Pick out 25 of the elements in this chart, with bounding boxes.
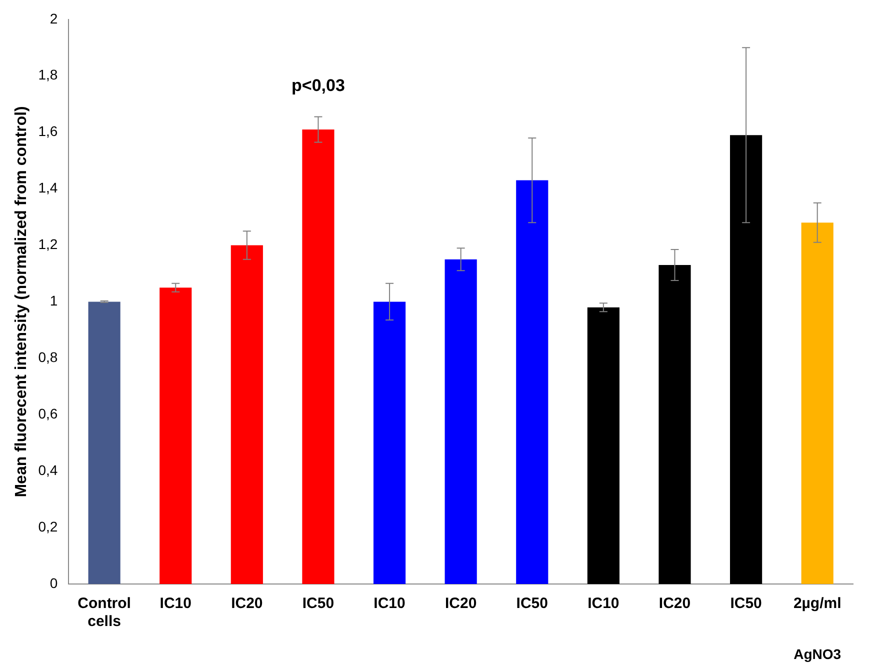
x-tick-label: Control cells <box>78 595 131 630</box>
x-tick-label: IC20 <box>658 595 691 612</box>
y-tick-label: 1,4 <box>38 180 58 196</box>
x-tick-label: IC10 <box>588 595 620 612</box>
y-tick-label: 1 <box>50 292 58 309</box>
y-tick-label: 0,2 <box>38 518 58 534</box>
y-tick-label: 1,6 <box>38 123 58 140</box>
x-tick-label: IC50 <box>730 595 762 612</box>
y-axis-title: Mean fluorecent intensity (normalized from control) <box>13 106 30 498</box>
y-tick-label: 0,8 <box>38 349 58 366</box>
x-tick-label: IC50 <box>302 595 334 612</box>
x-tick-label: 2µg/ml <box>793 595 842 612</box>
y-tick-label: 1,2 <box>38 236 58 252</box>
y-tick-label: 0 <box>50 574 58 591</box>
annotation: p<0,03 <box>292 76 345 95</box>
y-tick-label: 2 <box>50 10 58 26</box>
y-tick-label: 1,8 <box>38 66 58 83</box>
text: AgNO3 <box>794 646 842 662</box>
x-tick-label: IC10 <box>160 595 192 612</box>
x-tick-label: IC50 <box>516 595 548 612</box>
x-tick-label: IC10 <box>374 595 406 612</box>
y-tick-label: 0,4 <box>38 462 58 478</box>
y-tick-label: 0,6 <box>38 405 58 422</box>
x-tick-label: IC20 <box>444 595 477 612</box>
x-tick-label: IC20 <box>231 595 263 612</box>
